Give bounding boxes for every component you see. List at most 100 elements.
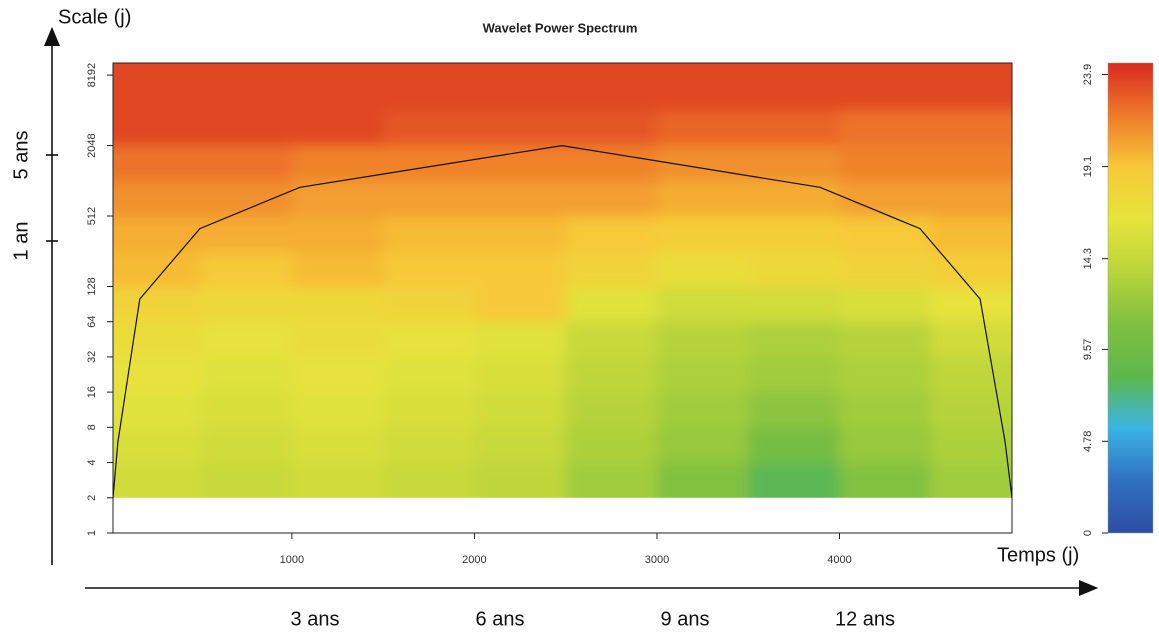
heat-cell	[200, 462, 293, 498]
six-years: 6 ans	[476, 608, 525, 630]
colorbar-tick-label: 19.1	[1082, 156, 1094, 177]
heat-cell	[383, 180, 475, 217]
heat-cell	[291, 462, 384, 498]
heat-cell	[839, 286, 932, 323]
one-year: 1 an	[10, 222, 32, 261]
heat-cell	[930, 392, 1012, 428]
heat-cell	[383, 63, 475, 76]
heat-cell	[113, 427, 202, 464]
y-tick-label: 128	[86, 277, 98, 295]
heat-cell	[839, 110, 932, 147]
heat-cell	[565, 75, 658, 111]
heat-cell	[565, 216, 658, 252]
y-tick-label: 2048	[86, 133, 98, 157]
heat-cell	[930, 321, 1012, 358]
heat-cell	[748, 251, 841, 287]
heat-cell	[839, 75, 932, 111]
twelve-years: 12 ans	[835, 608, 895, 630]
five-years: 5 ans	[10, 131, 32, 180]
heat-cell	[200, 392, 293, 428]
heat-cell	[113, 462, 202, 498]
heat-cell	[113, 180, 202, 217]
heat-cell	[565, 63, 658, 76]
heat-cell	[748, 216, 841, 252]
heat-cell	[930, 251, 1012, 287]
heat-cell	[930, 462, 1012, 498]
y-tick-label: 64	[86, 316, 98, 328]
colorbar-tick-label: 14.3	[1082, 248, 1094, 269]
heat-cell	[113, 216, 202, 252]
y-tick-label: 8	[86, 424, 98, 430]
heat-cell	[200, 180, 293, 217]
heat-cell	[656, 427, 749, 464]
heat-cell	[291, 392, 384, 428]
heat-cell	[200, 63, 293, 76]
heat-cell	[565, 356, 658, 393]
scale-label: Scale (j)	[58, 6, 131, 28]
heat-cell	[839, 216, 932, 252]
plot-frame	[112, 62, 1013, 534]
x-tick-label: 2000	[462, 554, 486, 566]
heat-cell	[200, 427, 293, 464]
heat-cell	[748, 110, 841, 147]
nine-years: 9 ans	[661, 608, 710, 630]
heat-cell	[565, 251, 658, 287]
x-tick-label: 4000	[827, 554, 851, 566]
heat-cell	[748, 75, 841, 111]
heat-cell	[200, 216, 293, 252]
heat-cell	[930, 216, 1012, 252]
heat-cell	[383, 427, 475, 464]
y-tick-label: 2	[86, 495, 98, 501]
heat-cell	[565, 110, 658, 147]
heat-cell	[291, 251, 384, 287]
heat-cell	[291, 216, 384, 252]
heat-cell	[839, 427, 932, 464]
heat-cell	[474, 63, 567, 76]
heat-cell	[748, 392, 841, 428]
heat-cell	[565, 427, 658, 464]
heat-cell	[383, 110, 475, 147]
heat-cell	[748, 321, 841, 358]
heat-cell	[474, 286, 567, 323]
heat-cell	[656, 110, 749, 147]
heat-cell	[383, 145, 475, 182]
heat-cell	[839, 392, 932, 428]
heat-cell	[839, 251, 932, 287]
colorbar-tick-label: 9.57	[1082, 339, 1094, 360]
heat-cell	[291, 110, 384, 147]
heat-cell	[200, 251, 293, 287]
heat-cell	[383, 216, 475, 252]
heat-cell	[930, 63, 1012, 76]
heat-cell	[656, 356, 749, 393]
heat-cell	[930, 75, 1012, 111]
heat-cell	[748, 462, 841, 498]
heat-cell	[291, 145, 384, 182]
x-tick-label: 1000	[280, 554, 304, 566]
heat-cell	[383, 251, 475, 287]
heat-cell	[748, 286, 841, 323]
heat-cell	[748, 145, 841, 182]
heat-cell	[930, 286, 1012, 323]
heat-cell	[474, 251, 567, 287]
heat-cell	[383, 75, 475, 111]
heat-cell	[113, 321, 202, 358]
y-tick-label: 1	[86, 530, 98, 536]
heat-cell	[383, 356, 475, 393]
heat-cell	[113, 63, 202, 76]
heat-cell	[839, 180, 932, 217]
heat-cell	[113, 286, 202, 323]
heat-cell	[383, 286, 475, 323]
heat-cell	[474, 427, 567, 464]
heat-cell	[565, 145, 658, 182]
heat-cell	[474, 75, 567, 111]
heat-cell	[113, 145, 202, 182]
y-tick-label: 512	[86, 207, 98, 225]
heat-cell	[930, 180, 1012, 217]
heat-cell	[748, 427, 841, 464]
colorbar	[1107, 62, 1154, 534]
heat-cell	[291, 321, 384, 358]
y-tick-label: 4	[86, 459, 98, 465]
heat-cell	[113, 251, 202, 287]
heat-cell	[291, 286, 384, 323]
